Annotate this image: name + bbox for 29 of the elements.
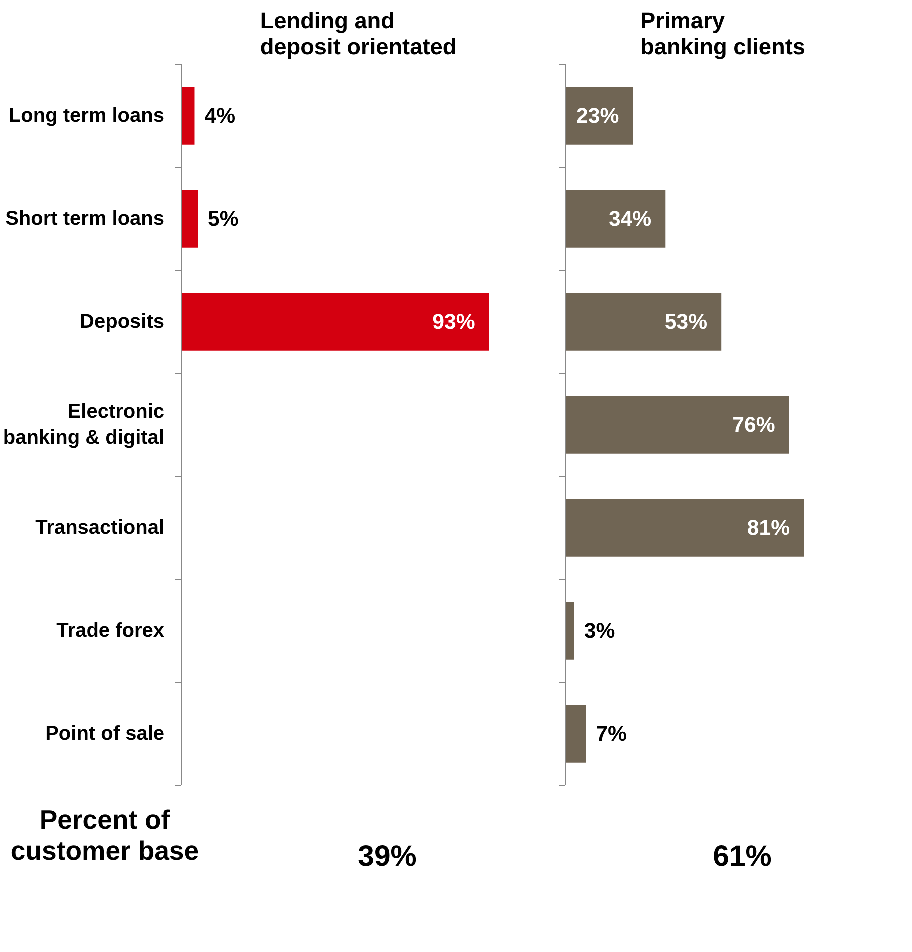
data-label: 4% xyxy=(204,104,236,128)
data-label: 76% xyxy=(732,413,776,437)
bar xyxy=(566,293,722,351)
data-label: 34% xyxy=(608,207,652,231)
data-label: 93% xyxy=(432,310,476,334)
text: 39% xyxy=(358,840,417,874)
text: Percent of customer base xyxy=(10,805,200,866)
y-tick-label: Electronic banking & digital xyxy=(3,400,165,450)
y-tick-label: Transactional xyxy=(36,517,164,539)
data-label: 23% xyxy=(576,104,620,128)
data-label: 53% xyxy=(664,310,708,334)
text: 61% xyxy=(713,840,772,874)
y-tick-label: Long term loans xyxy=(8,105,165,127)
bar xyxy=(566,190,666,248)
data-label: 3% xyxy=(584,619,616,643)
y-tick-label: Point of sale xyxy=(46,723,164,745)
data-label: 81% xyxy=(747,516,790,540)
bar xyxy=(566,602,574,660)
bar xyxy=(566,396,790,454)
bar xyxy=(566,705,586,763)
data-label: 5% xyxy=(208,207,239,231)
bar xyxy=(566,499,804,557)
y-tick-label: Trade forex xyxy=(56,620,165,642)
y-tick-label: Short term loans xyxy=(6,208,165,230)
bar xyxy=(566,87,634,145)
data-label: 7% xyxy=(596,722,627,746)
chart-title: Primary banking clients xyxy=(640,8,806,60)
chart-title: Lending and deposit orientated xyxy=(260,8,457,60)
y-tick-label: Deposits xyxy=(80,311,165,333)
